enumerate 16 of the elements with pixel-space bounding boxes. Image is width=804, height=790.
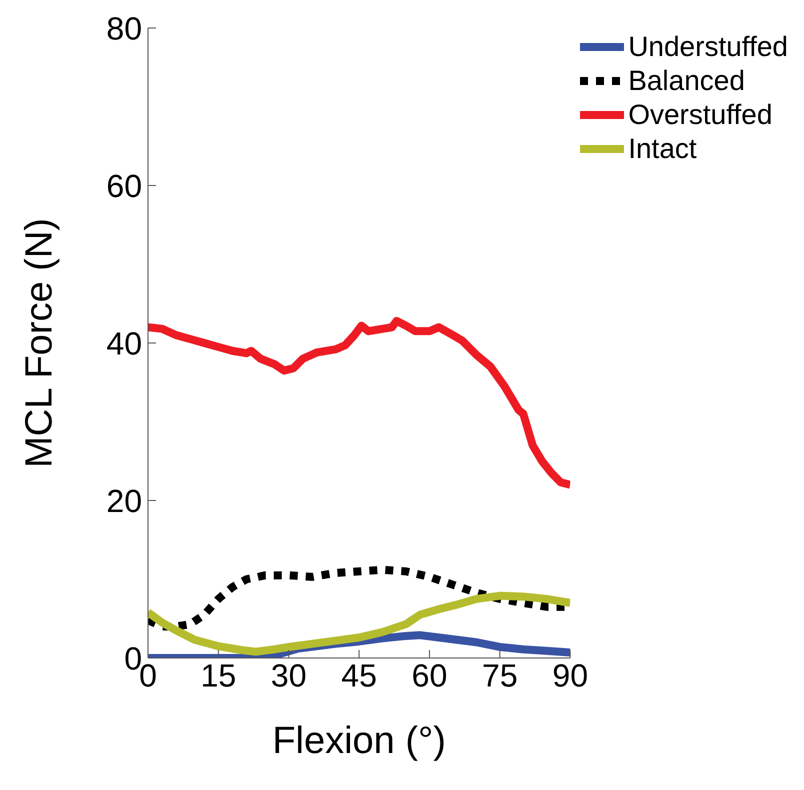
x-axis-title: Flexion (°) (272, 720, 446, 762)
legend-label: Overstuffed (628, 99, 772, 131)
legend-label: Understuffed (628, 31, 788, 63)
legend-label: Intact (628, 133, 697, 165)
legend-label: Balanced (628, 65, 745, 97)
x-tick-label: 45 (341, 658, 377, 694)
y-tick-label: 80 (106, 10, 142, 46)
y-axis-title: MCL Force (N) (18, 218, 60, 468)
y-tick-label: 40 (106, 325, 142, 362)
x-tick-label: 60 (412, 658, 448, 694)
x-tick-label: 30 (270, 658, 307, 694)
x-tick-label: 15 (200, 658, 236, 694)
x-tick-label: 75 (482, 658, 518, 694)
x-tick-label: 90 (552, 658, 588, 694)
y-tick-label: 60 (106, 168, 142, 204)
y-tick-label: 20 (106, 482, 142, 519)
